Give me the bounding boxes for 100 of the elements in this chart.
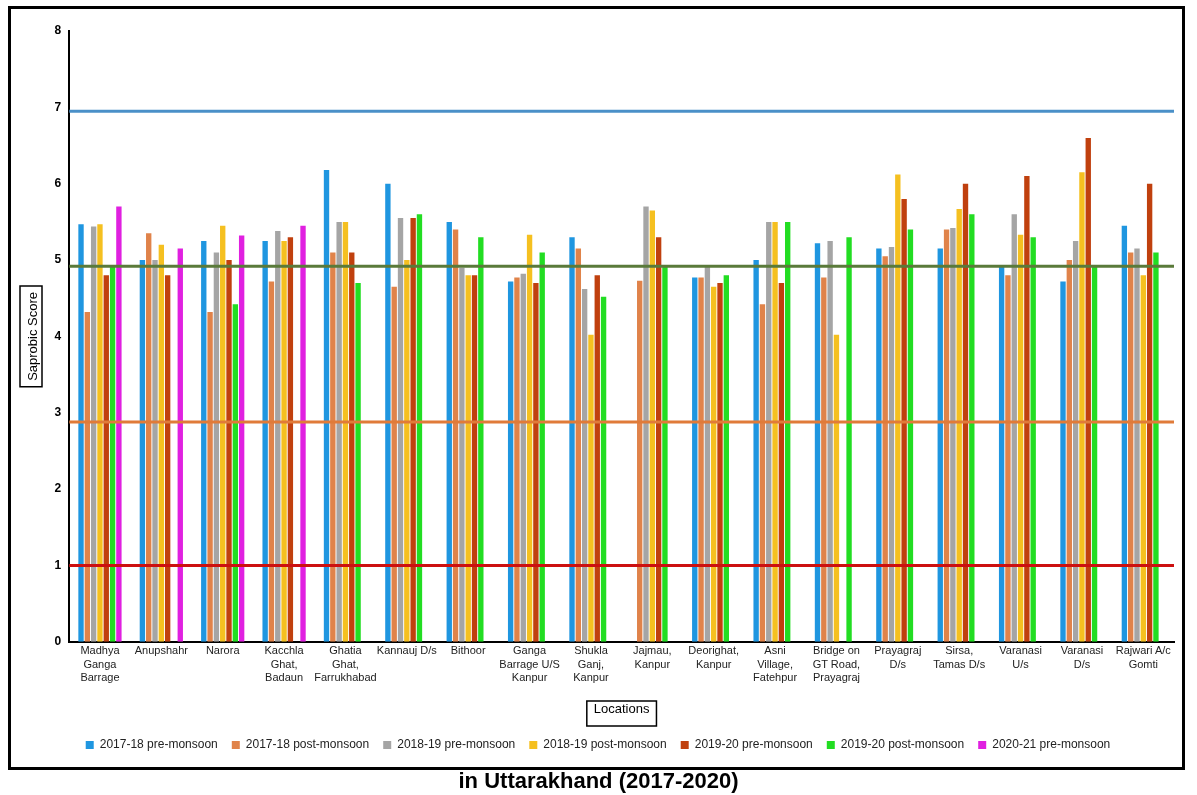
bar — [478, 237, 484, 642]
x-tick-label: Anupshahr — [134, 644, 189, 657]
x-tick-label: Bridge on GT Road, Prayagraj — [812, 644, 861, 683]
y-tick-label: 5 — [54, 252, 62, 267]
y-tick-label: 8 — [54, 23, 62, 38]
bar — [397, 218, 404, 642]
bar — [1011, 214, 1017, 642]
bar — [213, 252, 220, 642]
bar — [969, 214, 975, 642]
bar — [78, 224, 84, 642]
bar — [772, 221, 778, 642]
bar — [459, 267, 465, 642]
bar — [1091, 266, 1098, 642]
bar — [1140, 275, 1146, 642]
bar — [785, 221, 791, 642]
bar — [84, 311, 91, 642]
text: in Uttarakhand (2017-2020) — [457, 768, 740, 794]
bar — [238, 235, 245, 642]
x-tick-label: Sirsa, Tamas D/s — [933, 644, 986, 670]
bar — [655, 237, 662, 642]
bar — [698, 277, 704, 642]
bar — [1134, 248, 1140, 642]
bar — [643, 206, 649, 642]
bar — [1030, 237, 1036, 642]
bar — [759, 304, 766, 642]
bar — [207, 311, 213, 642]
bar — [895, 174, 901, 642]
bar — [300, 225, 306, 642]
y-tick-label: 6 — [54, 176, 62, 191]
bar — [753, 260, 759, 642]
bar — [404, 260, 410, 642]
bar — [514, 277, 520, 642]
bar — [90, 226, 97, 642]
bar — [888, 247, 895, 642]
bar — [471, 275, 478, 642]
bar — [814, 243, 821, 642]
x-tick-label: Prayagraj D/s — [874, 644, 922, 670]
bar — [723, 275, 730, 642]
bar — [323, 169, 330, 642]
y-axis-title: Saprobic Score — [25, 291, 41, 381]
bar — [600, 296, 607, 642]
x-tick-label: Varanasi D/s — [1060, 644, 1104, 670]
x-tick-label: Jajmau, Kanpur — [633, 644, 672, 670]
bar — [998, 266, 1005, 642]
legend-label: 2018-19 post-monsoon — [543, 737, 667, 752]
bar — [268, 281, 275, 642]
bar — [569, 237, 575, 642]
bar — [275, 231, 281, 642]
bar — [262, 240, 268, 642]
legend-label: 2017-18 pre-monsoon — [99, 737, 218, 752]
legend-label: 2019-20 post-monsoon — [840, 737, 965, 752]
x-tick-label: Shukla Ganj, Kanpur — [573, 644, 610, 683]
bar — [116, 206, 122, 642]
bar — [416, 214, 423, 642]
bar — [581, 289, 588, 642]
bar — [717, 282, 723, 642]
bar — [876, 248, 882, 642]
bar — [526, 234, 533, 642]
y-tick-label: 3 — [54, 405, 62, 420]
bar — [336, 221, 342, 642]
bar — [649, 210, 656, 642]
bar — [281, 240, 287, 642]
bar — [937, 248, 943, 642]
y-tick-label: 7 — [54, 99, 62, 114]
bar — [846, 237, 852, 642]
x-tick-label: Rajwari A/c Gomti — [1115, 644, 1172, 670]
bar — [1066, 260, 1072, 642]
legend-label: 2020-21 pre-monsoon — [992, 737, 1111, 752]
bar — [385, 183, 391, 642]
bar — [1146, 183, 1153, 642]
bar — [778, 282, 785, 642]
bar — [97, 224, 103, 642]
x-tick-label: Varanasi U/s — [999, 644, 1042, 670]
x-tick-label: Kannauj D/s — [376, 644, 438, 657]
x-tick-label: Kacchla Ghat, Badaun — [264, 644, 305, 683]
bar — [287, 237, 294, 642]
bar — [882, 256, 888, 642]
bar — [1153, 252, 1159, 642]
bar — [152, 260, 158, 642]
y-tick-label: 4 — [54, 328, 62, 343]
x-tick-label: Asni Village, Fatehpur — [753, 644, 798, 683]
bar — [766, 221, 772, 642]
bar — [1121, 225, 1128, 642]
bar — [950, 227, 956, 642]
bar — [232, 304, 239, 642]
bar — [533, 282, 539, 642]
bar — [711, 286, 717, 642]
y-tick-label: 0 — [54, 634, 62, 649]
bar — [330, 252, 336, 642]
bar — [355, 282, 361, 642]
bar — [342, 221, 349, 642]
bar — [139, 260, 146, 642]
bar — [1128, 252, 1134, 642]
x-tick-label: Narora — [205, 644, 241, 657]
x-tick-label: Deorighat, Kanpur — [688, 644, 740, 670]
bar — [164, 275, 171, 642]
bar — [1060, 281, 1066, 642]
legend-label: 2018-19 pre-monsoon — [397, 737, 516, 752]
bar — [103, 275, 109, 642]
bar — [662, 266, 668, 642]
